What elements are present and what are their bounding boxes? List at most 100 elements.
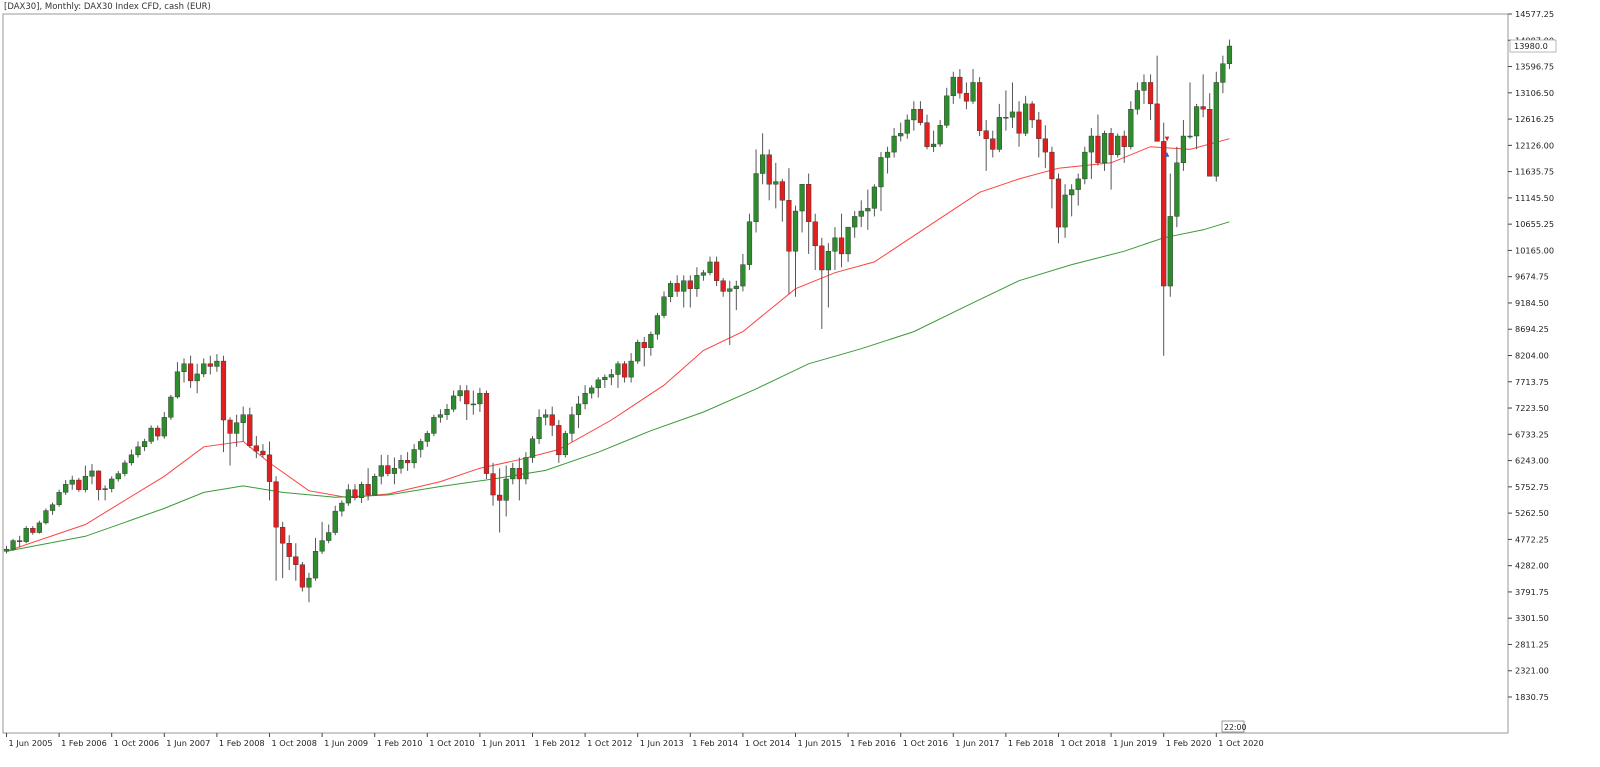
candle-body bbox=[635, 342, 641, 362]
candle bbox=[648, 331, 654, 356]
candle-body bbox=[483, 393, 490, 474]
candle bbox=[49, 502, 56, 515]
candle-body bbox=[990, 138, 996, 150]
candle-body bbox=[950, 76, 956, 97]
candle bbox=[845, 226, 851, 262]
candle bbox=[1207, 93, 1213, 177]
candle-body bbox=[562, 433, 568, 456]
candle-body bbox=[207, 363, 213, 367]
candle bbox=[345, 484, 352, 506]
candle-body bbox=[556, 425, 562, 456]
candle-body bbox=[806, 184, 812, 222]
price-tick-label: 1830.75 bbox=[1515, 692, 1549, 702]
candle bbox=[385, 454, 391, 477]
candle bbox=[247, 407, 253, 448]
candle bbox=[503, 465, 509, 517]
candle-body bbox=[996, 117, 1002, 150]
candle-body bbox=[319, 540, 325, 552]
price-tick-label: 12126.00 bbox=[1515, 140, 1554, 150]
candle bbox=[201, 358, 207, 378]
candle-body bbox=[214, 360, 220, 367]
candle-body bbox=[760, 154, 766, 174]
candle-body bbox=[786, 200, 792, 252]
marks-layer: 13980.0 22:00 ▼ ▲ bbox=[1165, 39, 1557, 733]
candle bbox=[661, 291, 667, 319]
candle bbox=[1003, 90, 1009, 131]
candle bbox=[1036, 111, 1042, 158]
candle bbox=[589, 385, 595, 399]
candle-body bbox=[674, 283, 680, 292]
candle bbox=[1187, 82, 1193, 139]
candle-body bbox=[904, 119, 910, 134]
candle-body bbox=[1095, 135, 1101, 164]
candle bbox=[930, 130, 937, 153]
candle-body bbox=[911, 109, 917, 121]
candle bbox=[365, 468, 371, 501]
candle-body bbox=[464, 390, 470, 405]
candle bbox=[470, 390, 476, 415]
candle bbox=[102, 485, 108, 501]
candle-body bbox=[23, 528, 29, 542]
candle-body bbox=[1154, 103, 1160, 142]
candle-body bbox=[1055, 178, 1062, 228]
candle bbox=[326, 524, 332, 544]
price-tick-label: 8694.25 bbox=[1515, 324, 1549, 334]
candle-body bbox=[733, 285, 739, 289]
candle-body bbox=[358, 484, 365, 498]
candle bbox=[1134, 82, 1141, 115]
candle-body bbox=[82, 476, 89, 490]
candle bbox=[983, 119, 989, 171]
candle bbox=[937, 119, 943, 147]
candle-body bbox=[1226, 45, 1233, 64]
time-tick-label: 1 Jun 2013 bbox=[640, 738, 684, 748]
candle-body bbox=[345, 489, 352, 504]
candle bbox=[240, 406, 246, 442]
candle-body bbox=[536, 417, 542, 439]
candle-body bbox=[858, 210, 864, 217]
candle-body bbox=[378, 465, 384, 477]
candle-body bbox=[595, 379, 601, 389]
candle bbox=[510, 462, 516, 485]
candle-body bbox=[174, 371, 181, 398]
candle-body bbox=[687, 280, 693, 289]
candle bbox=[293, 543, 299, 581]
candle bbox=[411, 444, 417, 469]
candle bbox=[36, 520, 42, 534]
candle bbox=[681, 275, 687, 308]
candle bbox=[306, 572, 312, 603]
candle bbox=[155, 425, 161, 441]
candle-body bbox=[628, 360, 634, 378]
candle bbox=[194, 363, 200, 394]
candle-body bbox=[707, 261, 713, 273]
candle bbox=[286, 535, 292, 571]
candle-body bbox=[385, 465, 391, 474]
candle-body bbox=[838, 237, 845, 255]
candle bbox=[464, 385, 470, 421]
candle-body bbox=[497, 494, 503, 501]
candle bbox=[1082, 146, 1088, 185]
price-tick-label: 4282.00 bbox=[1515, 561, 1549, 571]
candle bbox=[766, 149, 772, 201]
candle-body bbox=[181, 363, 187, 372]
candle bbox=[996, 103, 1002, 153]
candle-body bbox=[253, 445, 259, 452]
candle bbox=[786, 168, 792, 295]
time-tick-label: 1 Jun 2011 bbox=[482, 738, 526, 748]
candle bbox=[950, 71, 956, 104]
candle-body bbox=[641, 342, 647, 348]
candle bbox=[3, 545, 10, 554]
candle-body bbox=[155, 427, 161, 437]
candle-body bbox=[36, 522, 42, 533]
candle bbox=[760, 133, 766, 185]
candle bbox=[733, 280, 739, 311]
candle-body bbox=[398, 460, 404, 469]
candle-body bbox=[977, 82, 983, 131]
candle-body bbox=[1115, 135, 1121, 155]
candles-layer bbox=[3, 39, 1233, 603]
candle bbox=[575, 395, 582, 429]
candle-body bbox=[694, 275, 700, 289]
candle-body bbox=[714, 261, 720, 281]
candle bbox=[30, 526, 36, 535]
